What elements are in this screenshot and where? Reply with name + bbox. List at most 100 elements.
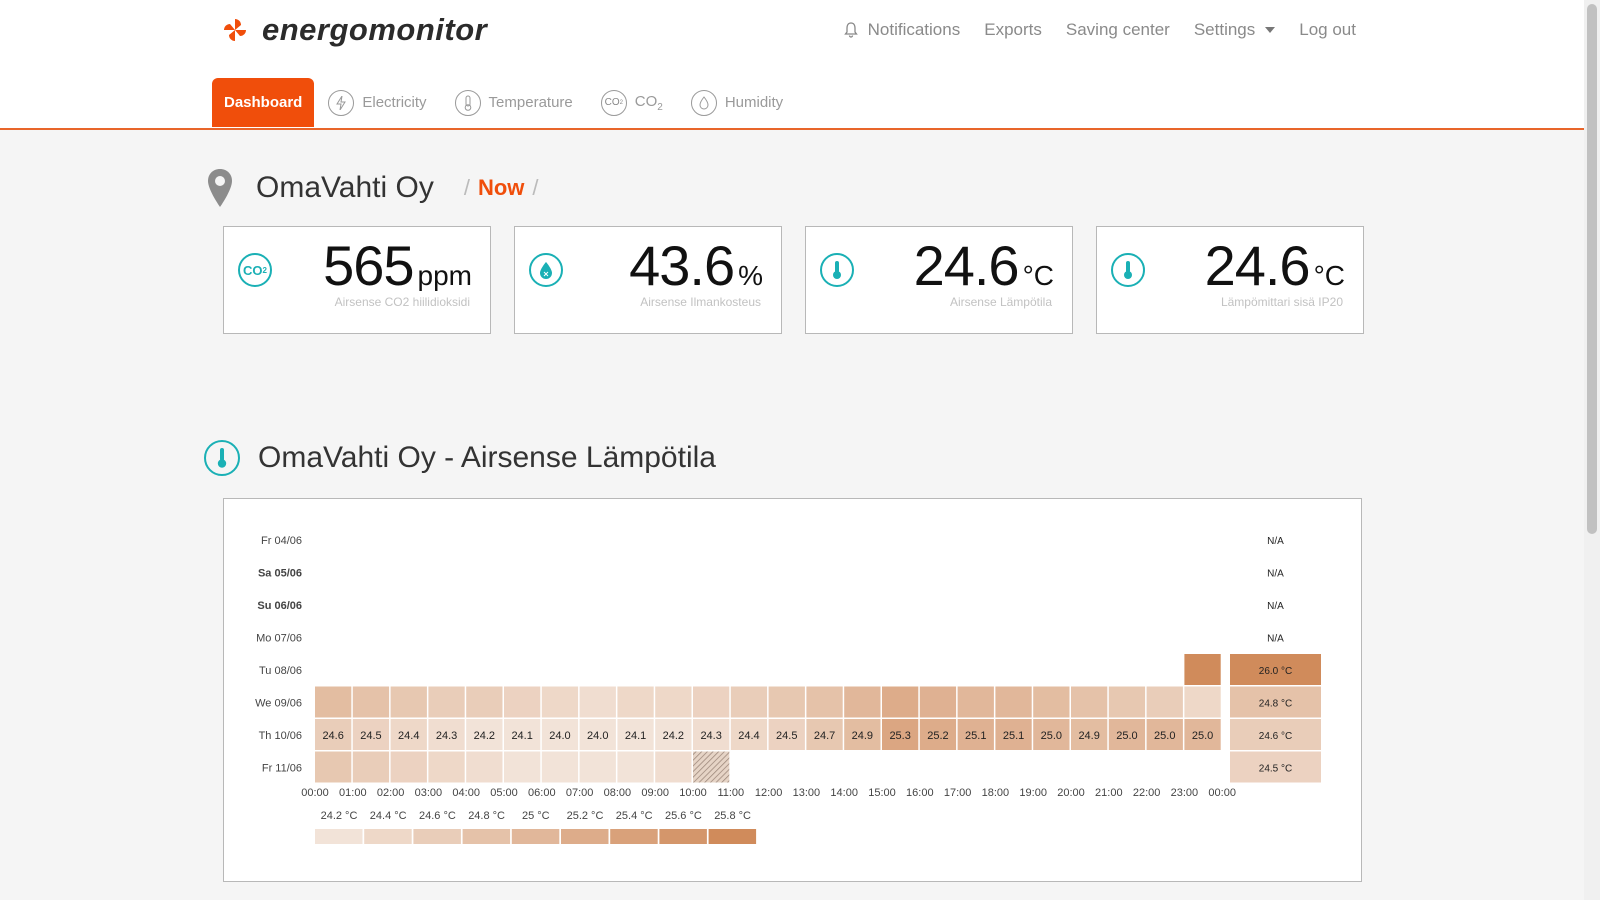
heatmap-cell — [1146, 686, 1183, 718]
heatmap-cell-value: 24.3 — [436, 730, 457, 742]
notifications-link[interactable]: Notifications — [843, 20, 961, 40]
heatmap-row-label: Su 06/06 — [257, 600, 302, 612]
heatmap-hour-tick: 07:00 — [566, 787, 594, 799]
heatmap-cell — [504, 686, 541, 718]
tab-temperature[interactable]: Temperature — [441, 78, 587, 127]
legend-label: 25.2 °C — [567, 810, 604, 822]
heatmap-hour-tick: 05:00 — [490, 787, 518, 799]
caret-down-icon — [1265, 27, 1276, 33]
legend-swatch — [315, 829, 363, 844]
heatmap-cell — [390, 686, 427, 718]
bell-icon — [843, 22, 858, 38]
tab-dashboard[interactable]: Dashboard — [212, 78, 315, 127]
heatmap-cell-value: 24.1 — [625, 730, 646, 742]
heatmap-row-summary: N/A — [1267, 536, 1284, 547]
heatmap-cell — [655, 686, 692, 718]
heatmap-row-label: Fr 11/06 — [262, 763, 302, 775]
logo-icon — [224, 19, 246, 41]
tab-co2[interactable]: CO 2 CO2 — [587, 78, 677, 127]
heatmap-cell — [919, 719, 957, 750]
exports-link[interactable]: Exports — [984, 20, 1042, 39]
app-name: energomonitor — [262, 12, 488, 47]
heatmap-cell — [315, 751, 352, 783]
heatmap-hour-tick: 19:00 — [1019, 787, 1047, 799]
heatmap-panel: Fr 04/06 N/A Sa 05/06 N/A Su 06/06 N/A Mo 07/0… — [223, 498, 1362, 882]
energomonitor-logo[interactable]: energomonitor — [222, 12, 487, 48]
legend-label: 25.8 °C — [714, 810, 751, 822]
scrollbar[interactable] — [1584, 0, 1600, 900]
heatmap-cell — [617, 719, 654, 750]
heatmap-cell-value: 25.0 — [1192, 730, 1213, 742]
section-title: OmaVahti Oy - Airsense Lämpötila — [258, 441, 716, 474]
heatmap-row-summary-cell — [1230, 751, 1321, 783]
heatmap-cell — [693, 686, 730, 718]
humidity-card[interactable]: 43.6% Airsense Ilmankosteus — [514, 226, 782, 334]
legend-swatch — [364, 829, 412, 844]
legend-swatch — [561, 829, 609, 844]
breadcrumb: / Now / — [464, 175, 539, 201]
heatmap-row-label: We 09/06 — [255, 698, 302, 710]
breadcrumb-separator: / — [463, 175, 470, 200]
tab-humidity[interactable]: Humidity — [677, 78, 797, 127]
heatmap-hour-tick: 15:00 — [868, 787, 896, 799]
heatmap-row-label: Th 10/06 — [259, 730, 302, 742]
heatmap-cell — [844, 686, 881, 718]
heatmap-hour-tick: 08:00 — [604, 787, 632, 799]
logout-link[interactable]: Log out — [1299, 20, 1356, 39]
scrollbar-thumb[interactable] — [1587, 4, 1597, 534]
heatmap-row-label: Fr 04/06 — [261, 535, 302, 547]
heatmap-cell — [579, 719, 616, 750]
location-name: OmaVahti Oy — [256, 171, 434, 204]
heatmap-cell — [655, 719, 692, 750]
heatmap-row-summary: 24.8 °C — [1259, 699, 1292, 710]
heatmap-cell — [579, 686, 616, 718]
heatmap-cell — [768, 719, 805, 750]
heatmap-hour-tick: 02:00 — [377, 787, 405, 799]
thermometer-icon — [1111, 253, 1145, 287]
co2-card[interactable]: CO 2 565 ppm Airsense CO2 hiilidioksidi — [223, 226, 491, 334]
settings-dropdown[interactable]: Settings — [1194, 20, 1276, 40]
heatmap-row-summary: N/A — [1267, 569, 1284, 580]
heatmap-cell — [1071, 719, 1108, 750]
heatmap-hour-tick: 23:00 — [1171, 787, 1199, 799]
heatmap-cell — [730, 719, 768, 750]
thermometer-icon — [820, 253, 854, 287]
location-header: OmaVahti Oy / Now / — [206, 168, 539, 208]
heatmap-cell — [466, 719, 503, 750]
heatmap-cell — [882, 686, 919, 718]
heatmap-cell-value: 25.1 — [965, 730, 986, 742]
notifications-label: Notifications — [867, 20, 961, 39]
heatmap-cell — [352, 751, 390, 783]
breadcrumb-now[interactable]: Now — [477, 175, 525, 200]
heatmap-cell — [428, 719, 465, 750]
section-header: OmaVahti Oy - Airsense Lämpötila — [204, 440, 716, 476]
heatmap-cell — [806, 686, 843, 718]
legend-label: 24.2 °C — [321, 810, 358, 822]
tab-co2-label: CO2 — [634, 92, 663, 113]
card-value: 565 ppm — [323, 234, 472, 297]
heatmap-cell — [579, 751, 616, 783]
heatmap-cell — [693, 719, 730, 750]
heatmap-cell — [1033, 719, 1070, 750]
heatmap-cell — [428, 686, 465, 718]
heatmap-cell — [541, 751, 579, 783]
co2-icon: CO 2 — [238, 253, 272, 287]
heatmap-hour-tick: 00:00 — [301, 787, 329, 799]
temperature-card[interactable]: 24.6 °C Airsense Lämpötila — [805, 226, 1073, 334]
heatmap-cell-value: 24.3 — [700, 730, 721, 742]
card-value: 24.6 °C — [1204, 234, 1345, 297]
heatmap-hour-tick: 21:00 — [1095, 787, 1123, 799]
heatmap-cell-value: 24.6 — [322, 730, 343, 742]
heatmap-row-summary-cell — [1230, 686, 1321, 718]
tab-electricity[interactable]: Electricity — [314, 78, 440, 127]
thermometer-ip20-card[interactable]: 24.6 °C Lämpömittari sisä IP20 — [1096, 226, 1364, 334]
drop-icon — [529, 253, 563, 287]
heatmap-hour-tick: 17:00 — [944, 787, 972, 799]
heatmap-cell-value: 24.9 — [852, 730, 873, 742]
heatmap-cell — [1184, 719, 1221, 750]
heatmap-cell-value: 25.3 — [889, 730, 910, 742]
heatmap-cell — [1184, 654, 1221, 685]
saving-center-link[interactable]: Saving center — [1065, 20, 1170, 39]
heatmap-hour-tick: 00:00 — [1208, 787, 1236, 799]
heatmap-cell-value: 24.5 — [360, 730, 381, 742]
